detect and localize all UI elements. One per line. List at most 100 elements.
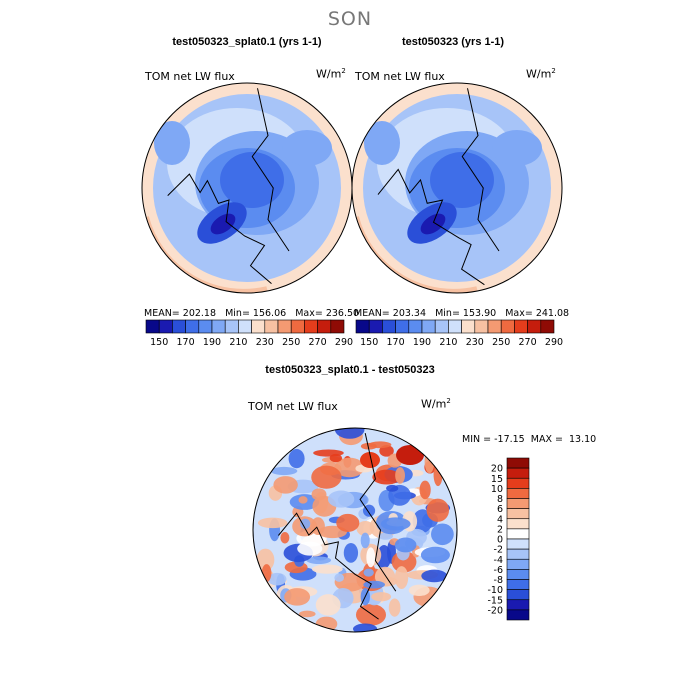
colorbar-swatch	[506, 609, 530, 621]
colorbar-swatch	[506, 538, 530, 550]
colorbar-swatch	[421, 319, 436, 334]
colorbar-tick-label: 4	[497, 514, 503, 525]
colorbar-tick-label: 6	[497, 504, 503, 515]
colorbar-tick-label: 20	[491, 464, 503, 475]
colorbar-swatch	[395, 319, 410, 334]
colorbar-tick-label: 190	[413, 337, 431, 348]
map-field-1	[142, 83, 352, 293]
colorbar-swatch	[461, 319, 476, 334]
colorbar-tick-label: 190	[203, 337, 221, 348]
colorbar-swatch	[506, 558, 530, 570]
colorbar-swatch	[198, 319, 213, 334]
colorbar-swatch	[172, 319, 186, 334]
colorbar-tick-label: 230	[256, 337, 274, 348]
map-border-2	[351, 82, 563, 294]
colorbar-tick-label: -8	[494, 575, 503, 586]
coastline-2	[377, 168, 485, 286]
colorbar-tick-label: 170	[177, 337, 195, 348]
colorbar-tick-label: 250	[282, 337, 300, 348]
colorbar-tick-label: 270	[519, 337, 537, 348]
colorbar-swatch	[264, 319, 279, 334]
panel-3-title: test050323_splat0.1 - test050323	[265, 364, 435, 376]
colorbar-tick-label: 150	[360, 337, 378, 348]
colorbar-swatch	[330, 319, 345, 334]
colorbar-tick-label: -4	[494, 555, 503, 566]
colorbar-swatch	[317, 319, 332, 334]
colorbar-swatch	[506, 488, 530, 499]
colorbar-tick-label: 270	[309, 337, 327, 348]
colorbar-tick-label: -6	[494, 565, 503, 576]
colorbar-swatch	[540, 319, 555, 334]
panel-1-title: test050323_splat0.1 (yrs 1-1)	[172, 36, 322, 48]
coastline-3	[278, 512, 379, 620]
colorbar-tick-label: 2	[497, 524, 503, 535]
colorbar-swatch	[145, 319, 160, 334]
figure-title: SON	[327, 8, 373, 30]
colorbar-swatch	[304, 319, 318, 334]
colorbar-swatch	[448, 319, 462, 334]
panel-1-stats: MEAN= 202.18 Min= 156.06 Max= 236.50	[144, 308, 360, 319]
colorbar-1: 150 170 190 210 230 250 270 290	[145, 319, 353, 348]
colorbar-tick-label: -15	[487, 595, 503, 606]
colorbar-swatch	[224, 319, 239, 334]
colorbar-swatch	[506, 518, 530, 530]
colorbar-swatch	[506, 498, 530, 509]
polar-map-1	[141, 82, 353, 294]
colorbar-swatch	[211, 319, 226, 334]
coastline-1	[167, 173, 272, 284]
map-field-3	[253, 428, 457, 632]
colorbar-swatch	[408, 319, 423, 334]
colorbar-swatch	[251, 319, 266, 334]
colorbar-swatch	[506, 457, 530, 469]
colorbar-swatch	[506, 589, 530, 601]
colorbar-tick-label: 210	[439, 337, 457, 348]
colorbar-swatch	[434, 319, 449, 334]
panel-1-units: W/m2	[316, 67, 346, 81]
colorbar-swatch	[487, 319, 502, 334]
colorbar-swatch	[238, 319, 252, 334]
panel-2-variable-label: TOM net LW flux	[355, 70, 445, 83]
colorbar-tick-label: -10	[487, 585, 503, 596]
polar-map-2	[351, 82, 563, 294]
colorbar-swatch	[500, 319, 515, 334]
colorbar-swatch	[527, 319, 542, 334]
panel-1-variable-label: TOM net LW flux	[145, 70, 235, 83]
colorbar-swatch	[368, 319, 383, 334]
colorbar-tick-label: 290	[335, 337, 353, 348]
colorbar-tick-label: 0	[497, 535, 503, 546]
colorbar-swatch	[506, 477, 530, 489]
colorbar-tick-label: 8	[497, 494, 503, 505]
colorbar-tick-label: 210	[229, 337, 247, 348]
colorbar-swatch	[290, 319, 305, 334]
panel-3-stats: MIN = -17.15 MAX = 13.10	[462, 434, 597, 445]
colorbar-tick-label: 230	[466, 337, 484, 348]
panel-2-title: test050323 (yrs 1-1)	[401, 36, 505, 48]
colorbar-swatch	[506, 528, 530, 540]
polar-map-3	[252, 427, 458, 633]
colorbar-swatch	[474, 319, 489, 334]
panel-2-units: W/m2	[526, 67, 556, 81]
colorbar-swatch	[514, 319, 528, 334]
panel-2-stats: MEAN= 203.34 Min= 153.90 Max= 241.08	[354, 308, 570, 319]
colorbar-swatch	[506, 467, 530, 479]
map-field-2	[352, 83, 562, 293]
colorbar-tick-label: 170	[387, 337, 405, 348]
colorbar-tick-label: 150	[150, 337, 168, 348]
colorbar-2: 150 170 190 210 230 250 270 290	[355, 319, 563, 348]
colorbar-swatch	[506, 548, 530, 560]
panel-3-units: W/m2	[421, 397, 451, 411]
colorbar-swatch	[506, 508, 530, 520]
colorbar-swatch	[277, 319, 292, 334]
colorbar-swatch	[158, 319, 173, 334]
colorbar-swatch	[382, 319, 396, 334]
colorbar-swatch	[355, 319, 370, 334]
colorbar-swatch	[185, 319, 200, 334]
colorbar-tick-label: -20	[487, 605, 503, 616]
colorbar-swatch	[506, 569, 530, 580]
colorbar-tick-label: -2	[494, 545, 503, 556]
colorbar-swatch	[506, 599, 530, 611]
colorbar-tick-label: 10	[491, 484, 503, 495]
map-border-3	[252, 427, 458, 633]
